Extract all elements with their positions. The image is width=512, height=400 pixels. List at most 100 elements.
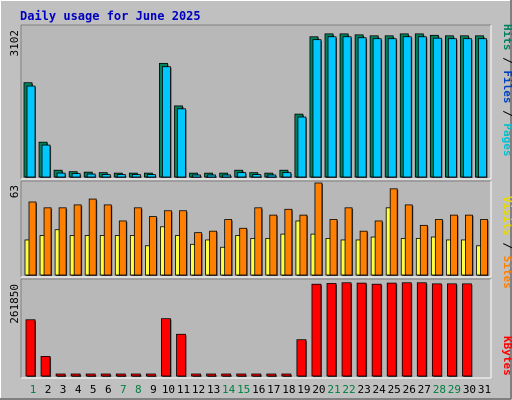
sites-bar-28 [434, 219, 443, 276]
day-label-6: 6 [105, 383, 112, 396]
files-bar-5 [86, 173, 96, 178]
kbytes-bar-30 [462, 283, 472, 377]
kbytes-bar-18 [281, 373, 292, 377]
kbytes-bar-6 [100, 373, 111, 377]
files-bar-10 [162, 66, 171, 178]
files-bar-4 [71, 173, 81, 178]
kbytes-bar-24 [371, 283, 382, 377]
chart-title: Daily usage for June 2025 [20, 9, 201, 23]
sites-bar-21 [329, 219, 338, 276]
sites-bar-30 [465, 214, 473, 276]
day-label-15: 15 [237, 383, 250, 396]
files-bar-6 [101, 174, 111, 178]
sites-bar-26 [404, 204, 413, 276]
files-bar-11 [177, 108, 186, 178]
sites-bar-22 [344, 207, 353, 276]
sites-bar-8 [133, 207, 142, 276]
files-bar-19 [297, 116, 307, 178]
files-bar-30 [463, 38, 472, 178]
kbytes-bar-13 [206, 373, 217, 377]
files-bar-23 [357, 37, 367, 178]
files-bar-16 [252, 174, 262, 178]
day-label-19: 19 [297, 383, 310, 396]
day-label-9: 9 [150, 383, 157, 396]
kbytes-bar-2 [40, 356, 51, 377]
kbytes-bar-19 [296, 339, 307, 377]
day-label-12: 12 [192, 383, 205, 396]
sites-bar-6 [103, 204, 112, 276]
day-label-10: 10 [162, 383, 175, 396]
day-label-22: 22 [342, 383, 355, 396]
files-bar-9 [146, 174, 156, 178]
files-bar-26 [402, 36, 412, 178]
day-label-20: 20 [312, 383, 325, 396]
sites-bar-12 [194, 232, 202, 276]
sites-bar-13 [209, 230, 218, 276]
day-label-21: 21 [327, 383, 340, 396]
legend-pages: Pages [501, 123, 512, 156]
files-bar-27 [417, 36, 427, 178]
files-bar-24 [372, 38, 382, 178]
legend-sep-3: / [501, 236, 512, 256]
day-label-16: 16 [252, 383, 265, 396]
sites-bar-16 [254, 207, 263, 276]
files-bar-2 [41, 144, 51, 178]
day-label-3: 3 [60, 383, 67, 396]
sites-bar-23 [359, 230, 368, 276]
middle-legend: Visits / Sites [501, 196, 512, 289]
kbytes-bar-14 [221, 373, 232, 377]
files-bar-15 [237, 172, 247, 178]
sites-bar-19 [299, 214, 308, 276]
kbytes-bar-28 [431, 283, 442, 377]
day-label-27: 27 [418, 383, 431, 396]
day-label-8: 8 [135, 383, 142, 396]
sites-bar-5 [88, 198, 97, 276]
day-labels: 1 2 3 4 5 6 7 8 9 10 11 12 13 14 15 16 17 18 19 20 21 22 23 24 2… [30, 383, 491, 396]
kbytes-bar-3 [55, 373, 66, 377]
legend-sites: Sites [501, 256, 512, 289]
sites-bar-7 [118, 220, 127, 276]
kbytes-bar-9 [145, 373, 156, 377]
day-label-7: 7 [120, 383, 127, 396]
day-label-5: 5 [90, 383, 97, 396]
kbytes-bar-15 [236, 373, 247, 377]
kbytes-bar-7 [115, 373, 126, 377]
files-bar-14 [222, 174, 232, 178]
day-label-4: 4 [75, 383, 82, 396]
day-label-29: 29 [448, 383, 461, 396]
kbytes-bar-20 [311, 283, 322, 377]
day-label-13: 13 [207, 383, 220, 396]
kbytes-bar-27 [416, 282, 427, 377]
legend-sep-2: / [501, 51, 512, 71]
day-label-26: 26 [403, 383, 416, 396]
sites-bar-4 [73, 204, 82, 276]
kbytes-bar-8 [130, 373, 141, 377]
sites-bar-25 [389, 188, 398, 276]
files-bar-1 [26, 85, 36, 178]
files-bar-25 [387, 38, 397, 178]
files-bar-21 [327, 36, 337, 178]
sites-bar-24 [374, 220, 383, 276]
legend-kbytes: KBytes [501, 336, 512, 376]
sites-bar-1 [28, 201, 37, 276]
kbytes-bar-11 [176, 333, 186, 377]
sites-bar-31 [480, 219, 488, 276]
kbytes-bar-1 [25, 319, 36, 377]
kbytes-bar-10 [161, 318, 171, 377]
files-bar-12 [192, 174, 201, 178]
files-bar-8 [131, 174, 141, 178]
files-bar-13 [207, 174, 217, 178]
kbytes-bar-5 [85, 373, 96, 377]
day-label-25: 25 [388, 383, 401, 396]
kbytes-bar-16 [251, 373, 262, 377]
bottom-max-label: 261850 [8, 284, 21, 324]
legend-files: Files [501, 70, 512, 103]
day-label-11: 11 [177, 383, 190, 396]
kbytes-bar-25 [386, 282, 397, 377]
panel-top: 3102 [8, 24, 492, 180]
top-legend: Hits / Files / Pages [501, 24, 512, 157]
kbytes-bar-17 [266, 373, 277, 377]
kbytes-bar-26 [401, 282, 412, 377]
sites-bar-14 [224, 219, 233, 276]
top-max-label: 3102 [8, 30, 21, 57]
